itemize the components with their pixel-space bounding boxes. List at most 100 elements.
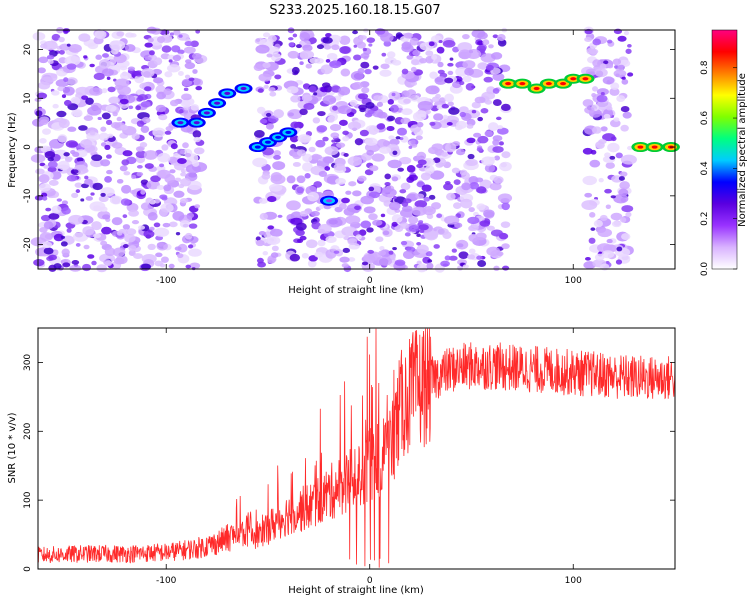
heatmap-cell [465, 83, 475, 91]
heatmap-cell [485, 64, 494, 71]
heatmap-cell [176, 148, 185, 155]
heatmap-cell [325, 235, 337, 244]
heatmap-cell [609, 155, 616, 160]
heatmap-cell [257, 261, 266, 268]
heatmap-cell [45, 207, 52, 212]
heatmap-cell [157, 169, 171, 179]
heatmap-cell [384, 181, 391, 186]
heatmap-cell [484, 164, 496, 173]
heatmap-cell [75, 243, 81, 247]
heatmap-cell [400, 240, 408, 246]
heatmap-cell [376, 123, 386, 130]
heatmap-cell [495, 116, 502, 121]
heatmap-cell [271, 245, 279, 252]
heatmap-cell [120, 124, 128, 131]
heatmap-cell [427, 259, 433, 263]
heatmap-cell [135, 105, 141, 111]
heatmap-cell [335, 177, 346, 185]
heatmap-cell [141, 117, 151, 124]
heatmap-cell [166, 64, 181, 73]
heatmap-cell [259, 212, 269, 221]
heatmap-cell [489, 182, 502, 191]
heatmap-cell [476, 186, 487, 194]
heatmap-cell [625, 48, 632, 54]
heatmap-cell [442, 40, 456, 48]
heatmap-cell [458, 251, 469, 259]
heatmap-cell [263, 84, 269, 89]
heatmap-cell [455, 120, 467, 129]
heatmap-cell [174, 246, 182, 251]
heatmap-cell [342, 247, 351, 253]
heatmap-cell [451, 167, 460, 174]
heatmap-cell [619, 171, 628, 177]
heatmap-cell [270, 52, 282, 62]
heatmap-cell [607, 63, 614, 69]
heatmap-cell [81, 95, 89, 100]
heatmap-cell [410, 139, 416, 145]
heatmap-cell [406, 89, 417, 99]
heatmap-feature-core [533, 86, 540, 91]
heatmap-cell [412, 49, 421, 56]
heatmap-cell [627, 43, 632, 48]
heatmap-cell [360, 220, 372, 229]
heatmap-cell [140, 189, 146, 195]
heatmap-cell [604, 188, 612, 194]
heatmap-cell [190, 40, 199, 48]
heatmap-cell [444, 77, 454, 84]
heatmap-cell [387, 193, 395, 198]
heatmap-cell [619, 181, 630, 190]
heatmap-cell [143, 150, 158, 160]
heatmap-cell [76, 157, 84, 162]
heatmap-cell [184, 62, 196, 70]
heatmap-cell [324, 166, 331, 171]
heatmap-cell [363, 28, 369, 33]
heatmap-cell [253, 130, 265, 138]
heatmap-cell [387, 99, 394, 105]
heatmap-cell [592, 126, 602, 134]
heatmap-cell [116, 178, 124, 184]
heatmap-cell [406, 55, 414, 60]
heatmap-cell [43, 164, 49, 169]
heatmap-cell [467, 254, 476, 260]
heatmap-cell [309, 57, 318, 64]
heatmap-cell [148, 50, 155, 56]
heatmap-cell [398, 156, 412, 165]
heatmap-cell [380, 32, 394, 43]
heatmap-cell [431, 96, 440, 103]
heatmap-cell [466, 118, 476, 127]
heatmap-cell [469, 181, 480, 190]
heatmap-cell [255, 44, 270, 54]
heatmap-cell [270, 228, 283, 237]
heatmap-cell [147, 212, 158, 221]
heatmap-cell [144, 163, 154, 169]
heatmap-cell [625, 211, 632, 218]
heatmap-cell [499, 161, 512, 172]
heatmap-cell [168, 221, 178, 228]
heatmap-cell [287, 112, 295, 117]
heatmap-cell [397, 167, 404, 172]
heatmap-cell [267, 225, 275, 230]
heatmap-cell [42, 196, 48, 201]
heatmap-cell [431, 143, 444, 151]
spectrogram-y-tick-label: -10 [23, 188, 33, 203]
heatmap-cell [163, 184, 172, 192]
heatmap-cell [131, 133, 140, 140]
heatmap-cell [182, 142, 189, 149]
heatmap-cell [326, 217, 343, 228]
heatmap-cell [352, 30, 358, 35]
heatmap-cell [610, 136, 617, 142]
heatmap-cell [322, 37, 333, 44]
heatmap-cell [187, 244, 194, 249]
heatmap-cell [262, 62, 271, 69]
heatmap-cell [51, 33, 61, 41]
heatmap-cell [100, 192, 106, 197]
heatmap-cell [406, 176, 415, 183]
heatmap-cell [492, 99, 502, 107]
heatmap-cell [268, 87, 276, 92]
heatmap-cell [60, 241, 68, 247]
heatmap-cell [155, 104, 167, 113]
heatmap-cell [368, 165, 379, 172]
heatmap-cell [483, 209, 495, 218]
heatmap-cell [100, 240, 108, 246]
